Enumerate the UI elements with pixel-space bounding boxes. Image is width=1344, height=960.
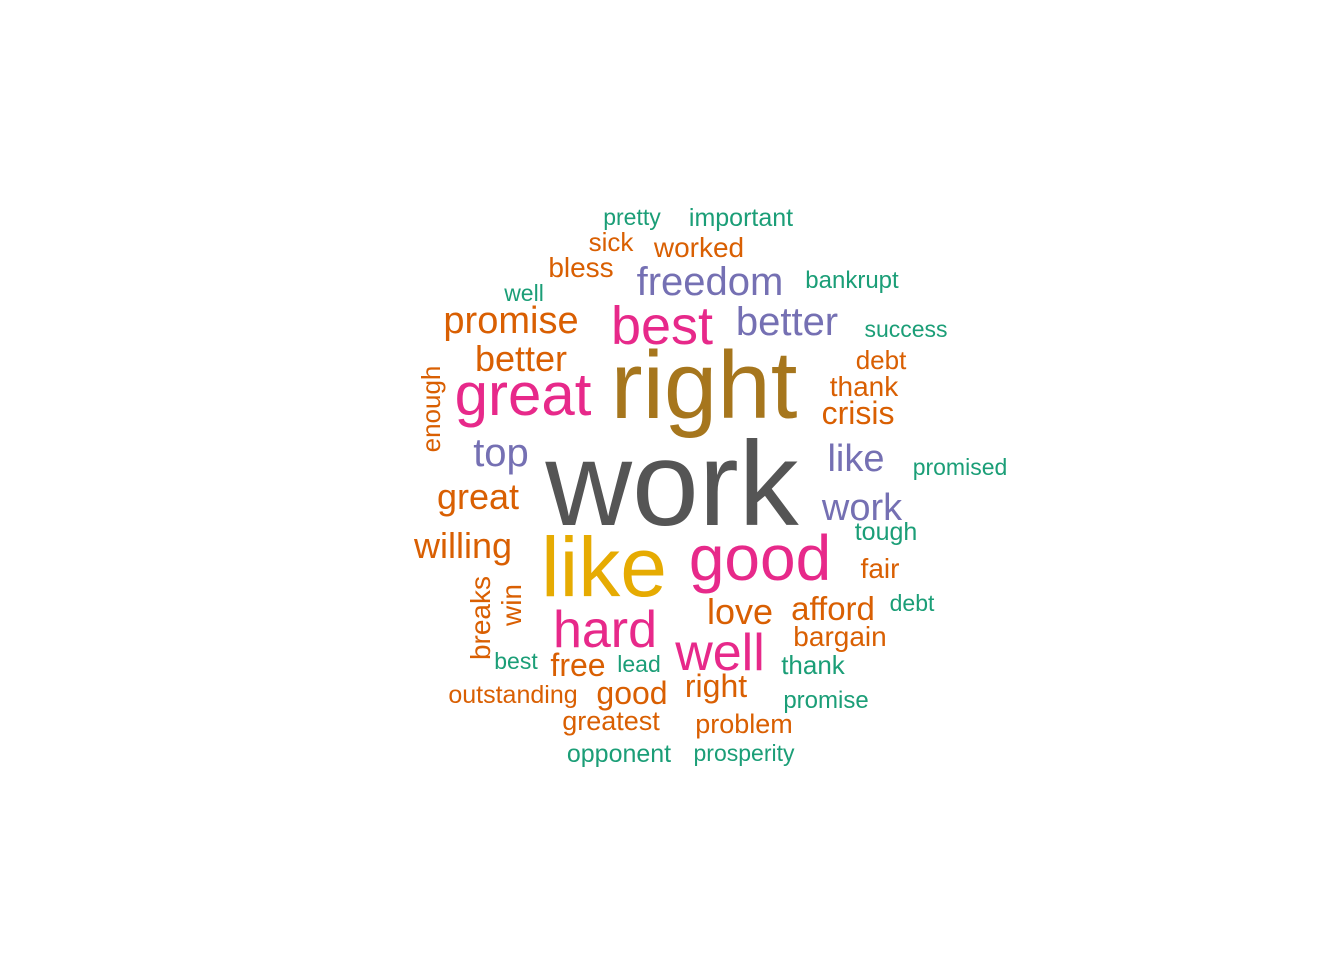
word-like-large: like	[541, 520, 667, 614]
word-breaks: breaks	[465, 576, 496, 660]
word-important: important	[689, 204, 793, 232]
word-well-large: well	[674, 624, 765, 682]
word-lead: lead	[617, 651, 660, 677]
word-afford: afford	[791, 590, 875, 627]
word-better-purple: better	[736, 300, 838, 344]
word-right-large: right	[611, 332, 798, 439]
word-win: win	[496, 584, 527, 627]
word-success: success	[864, 316, 947, 342]
word-sick: sick	[589, 227, 635, 257]
word-enough: enough	[416, 366, 446, 453]
word-outstanding: outstanding	[448, 681, 577, 709]
word-promised: promised	[913, 454, 1008, 480]
word-opponent: opponent	[567, 740, 671, 768]
word-best-green: best	[494, 648, 538, 674]
word-work-purple: work	[821, 487, 903, 529]
word-prosperity: prosperity	[694, 740, 795, 766]
word-hard: hard	[553, 601, 657, 659]
word-freedom: freedom	[637, 260, 784, 304]
word-debt-orange: debt	[856, 345, 907, 375]
word-great-large: great	[455, 361, 592, 428]
word-work-large: work	[544, 417, 799, 551]
word-fair: fair	[861, 553, 900, 584]
word-great-orange: great	[437, 476, 519, 517]
word-well-green: well	[503, 280, 544, 306]
word-top: top	[473, 431, 529, 475]
word-bless: bless	[548, 252, 613, 283]
word-tough: tough	[855, 518, 918, 546]
word-thank-green: thank	[781, 650, 846, 680]
word-worked: worked	[653, 232, 744, 263]
word-love: love	[707, 591, 773, 632]
word-bankrupt: bankrupt	[805, 267, 899, 294]
word-crisis: crisis	[822, 395, 895, 431]
word-like-purple: like	[827, 438, 884, 480]
word-better-orange: better	[475, 338, 567, 379]
word-problem: problem	[695, 709, 793, 739]
word-right-orange: right	[685, 668, 747, 704]
word-pretty: pretty	[603, 204, 661, 230]
word-thank-orange: thank	[830, 371, 899, 402]
word-debt-green: debt	[890, 590, 935, 616]
word-willing: willing	[413, 525, 512, 566]
word-bargain: bargain	[793, 621, 886, 652]
word-promise-orange: promise	[443, 300, 578, 342]
word-best: best	[611, 296, 713, 356]
word-good-large: good	[689, 522, 831, 594]
word-good-orange: good	[596, 675, 667, 711]
word-greatest: greatest	[562, 706, 660, 736]
word-free: free	[550, 647, 605, 683]
word-promise-green: promise	[783, 687, 868, 714]
